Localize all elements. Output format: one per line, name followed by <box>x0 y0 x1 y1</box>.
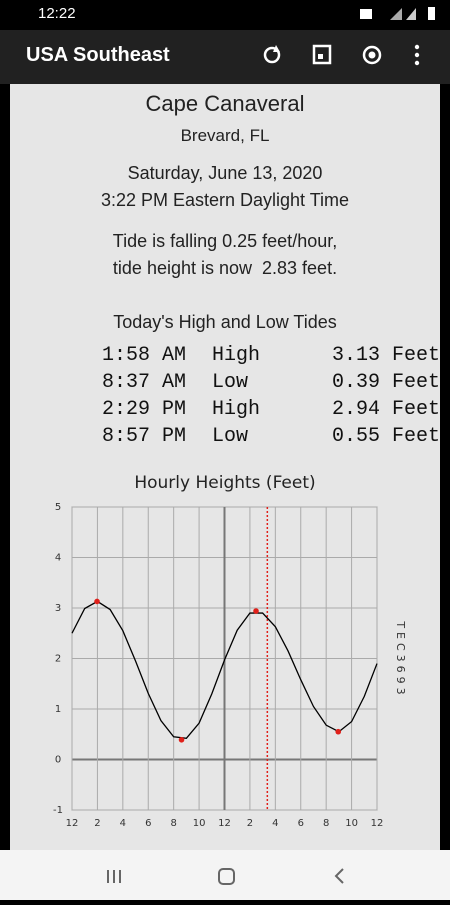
x-tick-label: 8 <box>323 818 329 829</box>
time: 3:22 PM Eastern Daylight Time <box>100 190 350 210</box>
status-bar: 12:22 <box>0 0 450 30</box>
tide-cell: Feet <box>391 371 440 394</box>
x-tick-label: 12 <box>66 818 79 829</box>
tide-status: Tide is falling 0.25 feet/hour, <box>112 231 338 251</box>
nav-icons <box>107 868 344 885</box>
tide-cell: High <box>212 398 261 421</box>
tide-cell: 1:58 AM <box>101 344 186 367</box>
y-tick-label: 4 <box>55 553 61 564</box>
nav-bar <box>0 850 450 900</box>
x-tick-label: 10 <box>193 818 206 829</box>
tide-cell: 8:57 PM <box>101 425 186 448</box>
x-tick-label: 4 <box>120 818 126 829</box>
tide-row: 8:57 PM Low 0.55 Feet <box>74 425 440 452</box>
recents-button[interactable] <box>107 870 121 883</box>
tide-cell: Low <box>212 371 249 394</box>
tide-row: 8:37 AM Low 0.39 Feet <box>74 371 440 398</box>
location-button[interactable] <box>362 45 382 65</box>
home-button[interactable] <box>218 868 235 885</box>
county: Brevard, FL <box>180 126 270 145</box>
tide-row: 1:58 AM High 3.13 Feet <box>74 344 440 371</box>
x-tick-label: 2 <box>94 818 100 829</box>
tide-extreme-point <box>178 737 185 743</box>
tide-cell: Low <box>212 425 249 448</box>
x-tick-label: 6 <box>298 818 304 829</box>
menu-button[interactable] <box>414 44 420 66</box>
chart-title: Hourly Heights (Feet) <box>134 473 315 493</box>
x-tick-label: 10 <box>345 818 358 829</box>
tides-table: 1:58 AM High 3.13 Feet 8:37 AM Low 0.39 Feet 2:2… <box>74 344 440 452</box>
tide-cell: 0.39 <box>331 371 380 394</box>
calendar-button[interactable] <box>312 44 332 65</box>
clock: 12:22 <box>38 5 76 22</box>
station-id: TEC3693 <box>394 620 407 698</box>
y-tick-label: 2 <box>55 654 61 665</box>
x-tick-label: 2 <box>247 818 253 829</box>
y-tick-label: 1 <box>55 704 61 715</box>
tide-curve <box>71 600 378 739</box>
toolbar-icons <box>263 44 420 66</box>
tide-cell: 2:29 PM <box>101 398 186 421</box>
x-tick-label: 6 <box>145 818 151 829</box>
x-tick-label: 4 <box>272 818 278 829</box>
tide-extreme-point <box>253 608 259 614</box>
tide-extreme-point <box>335 728 342 735</box>
tide-cell: Feet <box>391 425 440 448</box>
tide-extreme-point <box>94 598 100 605</box>
y-tick-label: 5 <box>55 502 61 513</box>
y-tick-label: -1 <box>53 805 63 816</box>
tide-cell: 3.13 <box>331 344 380 367</box>
tide-cell: High <box>212 344 261 367</box>
y-tick-label: 3 <box>55 603 61 614</box>
table-title: Today's High and Low Tides <box>113 312 337 332</box>
tide-cell: 2.94 <box>331 398 380 421</box>
x-tick-label: 12 <box>371 818 384 829</box>
tide-status: tide height is now 2.83 feet. <box>112 258 338 278</box>
back-button[interactable] <box>334 868 344 884</box>
location: Cape Canaveral <box>145 91 305 116</box>
x-tick-label: 12 <box>218 818 231 829</box>
tide-cell: 0.55 <box>331 425 380 448</box>
app-bar: USA Southeast <box>0 30 450 84</box>
app-title: USA Southeast <box>26 44 170 66</box>
y-tick-label: 0 <box>55 755 61 766</box>
tide-row: 2:29 PM High 2.94 Feet <box>74 398 440 425</box>
date: Saturday, June 13, 2020 <box>127 163 323 183</box>
tide-cell: Feet <box>391 344 440 367</box>
status-icons <box>360 7 435 20</box>
tide-cell: 8:37 AM <box>101 371 186 394</box>
refresh-button[interactable] <box>263 45 281 64</box>
x-tick-label: 8 <box>170 818 176 829</box>
tide-cell: Feet <box>391 398 440 421</box>
